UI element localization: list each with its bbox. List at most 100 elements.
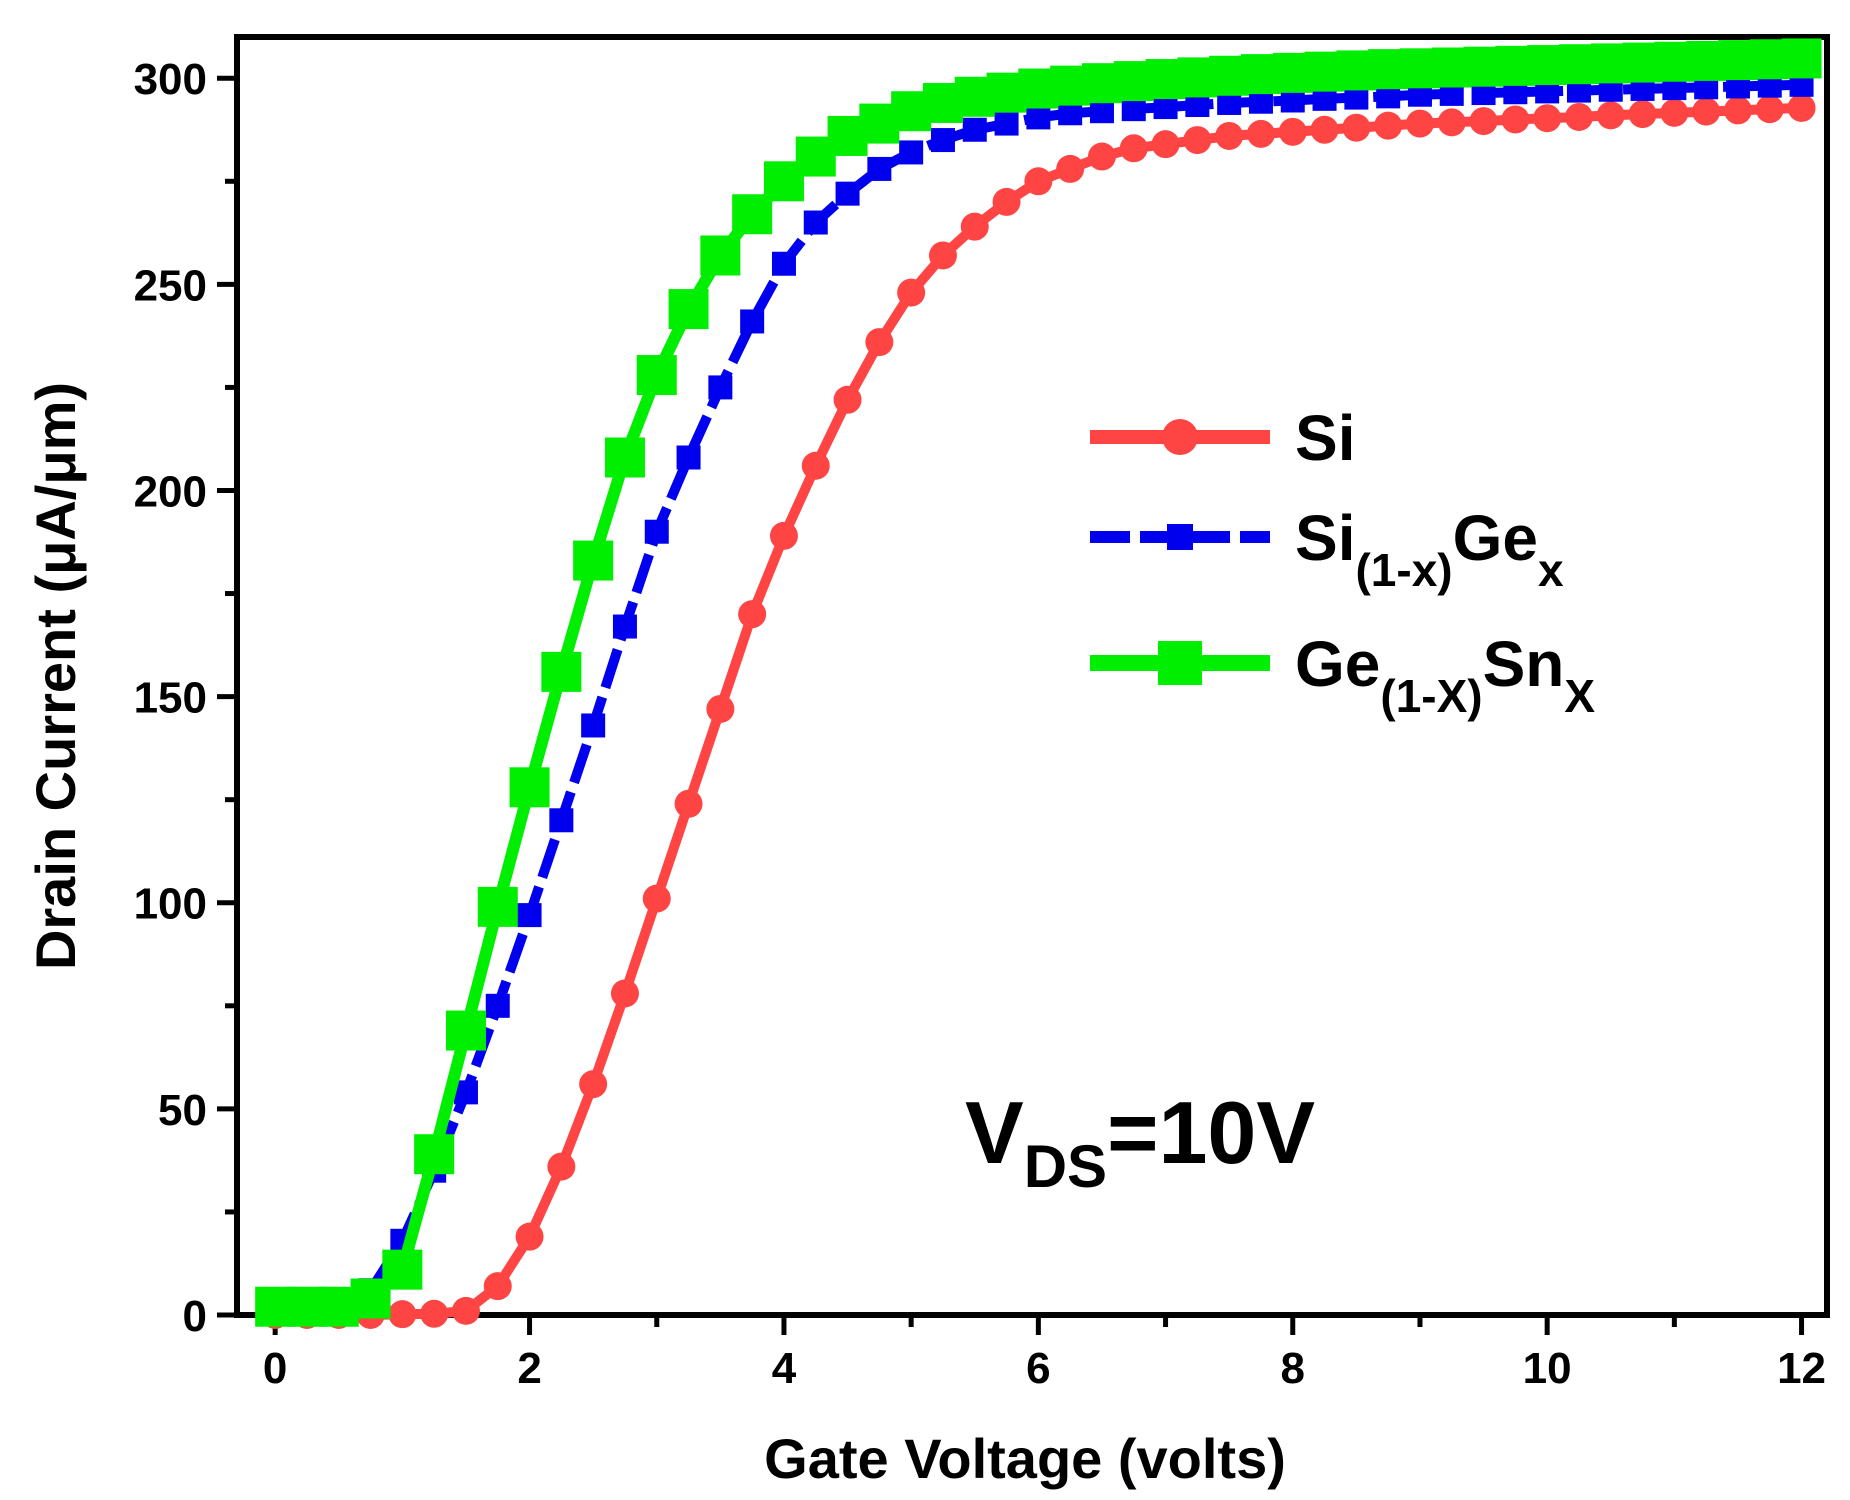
data-point: [1024, 167, 1053, 196]
data-point: [581, 713, 606, 738]
y-tick-label: 150: [134, 674, 207, 723]
data-point: [865, 328, 894, 357]
data-point: [483, 1272, 512, 1301]
data-point: [700, 235, 741, 276]
x-tick-label: 10: [1523, 1344, 1572, 1393]
data-point: [485, 993, 510, 1018]
data-point: [541, 651, 582, 692]
legend-marker-sige: [1167, 524, 1193, 550]
data-point: [930, 128, 955, 153]
legend-item-si: Si: [1090, 402, 1355, 474]
data-point: [1405, 109, 1434, 138]
data-point: [1215, 121, 1244, 150]
data-point: [477, 886, 518, 927]
data-point: [962, 117, 987, 142]
data-point: [382, 1249, 423, 1290]
data-point: [1151, 130, 1180, 159]
data-point: [897, 278, 926, 307]
svg-text:Si(1-x)Gex: Si(1-x)Gex: [1295, 502, 1564, 596]
x-tick-label: 4: [772, 1344, 797, 1393]
data-point: [1026, 105, 1051, 130]
legend-label-gesn-sub1: (1-X): [1380, 670, 1482, 722]
data-point: [547, 1152, 576, 1181]
data-point: [1755, 95, 1784, 124]
data-point: [803, 210, 828, 235]
legend-label-sige-mid: Ge: [1453, 502, 1538, 574]
vds-annotation-suffix: =10V: [1107, 1083, 1315, 1182]
data-point: [668, 289, 709, 330]
y-tick-label: 300: [134, 55, 207, 104]
data-point: [1153, 95, 1178, 120]
data-point: [517, 903, 542, 928]
legend-label-sige-base: Si: [1295, 502, 1355, 574]
data-point: [1596, 101, 1625, 130]
x-tick-label: 8: [1281, 1344, 1305, 1393]
data-point: [1692, 97, 1721, 126]
data-point: [1533, 104, 1562, 133]
data-point: [835, 181, 860, 206]
data-point: [1089, 99, 1114, 124]
data-point: [738, 600, 767, 629]
legend-label-sige-sub2: x: [1538, 544, 1564, 596]
legend-item-gesn: Ge(1-X)SnX: [1090, 628, 1595, 722]
x-tick-label: 2: [517, 1344, 541, 1393]
data-point: [706, 694, 735, 723]
data-point: [899, 140, 924, 165]
data-point: [960, 212, 989, 241]
legend: Si Si(1-x)Gex Ge(1-X)SnX: [1090, 402, 1595, 722]
legend-label-si: Si: [1295, 402, 1355, 474]
data-point: [771, 251, 796, 276]
data-point: [1374, 111, 1403, 140]
data-point: [1342, 113, 1371, 142]
data-point: [445, 1010, 486, 1051]
x-tick-label: 6: [1026, 1344, 1050, 1393]
data-point: [515, 1222, 544, 1251]
data-point: [1628, 100, 1657, 129]
data-point: [1183, 126, 1212, 155]
data-point: [1787, 93, 1816, 122]
data-point: [1469, 107, 1498, 136]
data-point: [1119, 134, 1148, 163]
svg-text:Si: Si: [1295, 402, 1355, 474]
data-point: [1660, 98, 1689, 127]
data-point: [642, 884, 671, 913]
data-point: [1501, 105, 1530, 134]
data-point: [1781, 38, 1822, 79]
data-point: [610, 979, 639, 1008]
plot-frame: [234, 34, 1830, 1318]
data-point: [1278, 117, 1307, 146]
data-point: [994, 111, 1019, 136]
data-point: [801, 451, 830, 480]
y-tick-label: 50: [158, 1086, 207, 1135]
y-axis-title: Drain Current (μA/μm): [24, 382, 87, 970]
data-point: [740, 309, 765, 334]
legend-label-gesn-mid: Sn: [1483, 628, 1565, 700]
data-point: [388, 1300, 417, 1329]
y-tick-label: 250: [134, 261, 207, 310]
data-point: [1246, 119, 1275, 148]
data-point: [414, 1134, 455, 1175]
vds-annotation-sub: DS: [1024, 1133, 1107, 1200]
data-point: [636, 355, 677, 396]
data-point: [676, 445, 701, 470]
data-point: [867, 156, 892, 181]
legend-label-sige-sub1: (1-x): [1355, 544, 1452, 596]
data-point: [1437, 108, 1466, 137]
data-point: [1056, 154, 1085, 183]
data-point: [644, 519, 669, 544]
data-point: [928, 241, 957, 270]
data-point: [708, 375, 733, 400]
vds-annotation-prefix: V: [965, 1083, 1024, 1182]
data-point: [573, 540, 614, 581]
x-tick-label: 0: [263, 1344, 287, 1393]
svg-text:Ge(1-X)SnX: Ge(1-X)SnX: [1295, 628, 1595, 722]
data-point: [579, 1070, 608, 1099]
data-point: [604, 437, 645, 478]
data-point: [1310, 115, 1339, 144]
legend-item-sige: Si(1-x)Gex: [1090, 502, 1564, 596]
data-point: [1121, 97, 1146, 122]
data-point: [674, 789, 703, 818]
legend-label-gesn-sub2: X: [1564, 670, 1595, 722]
data-point: [451, 1296, 480, 1325]
data-point: [769, 521, 798, 550]
